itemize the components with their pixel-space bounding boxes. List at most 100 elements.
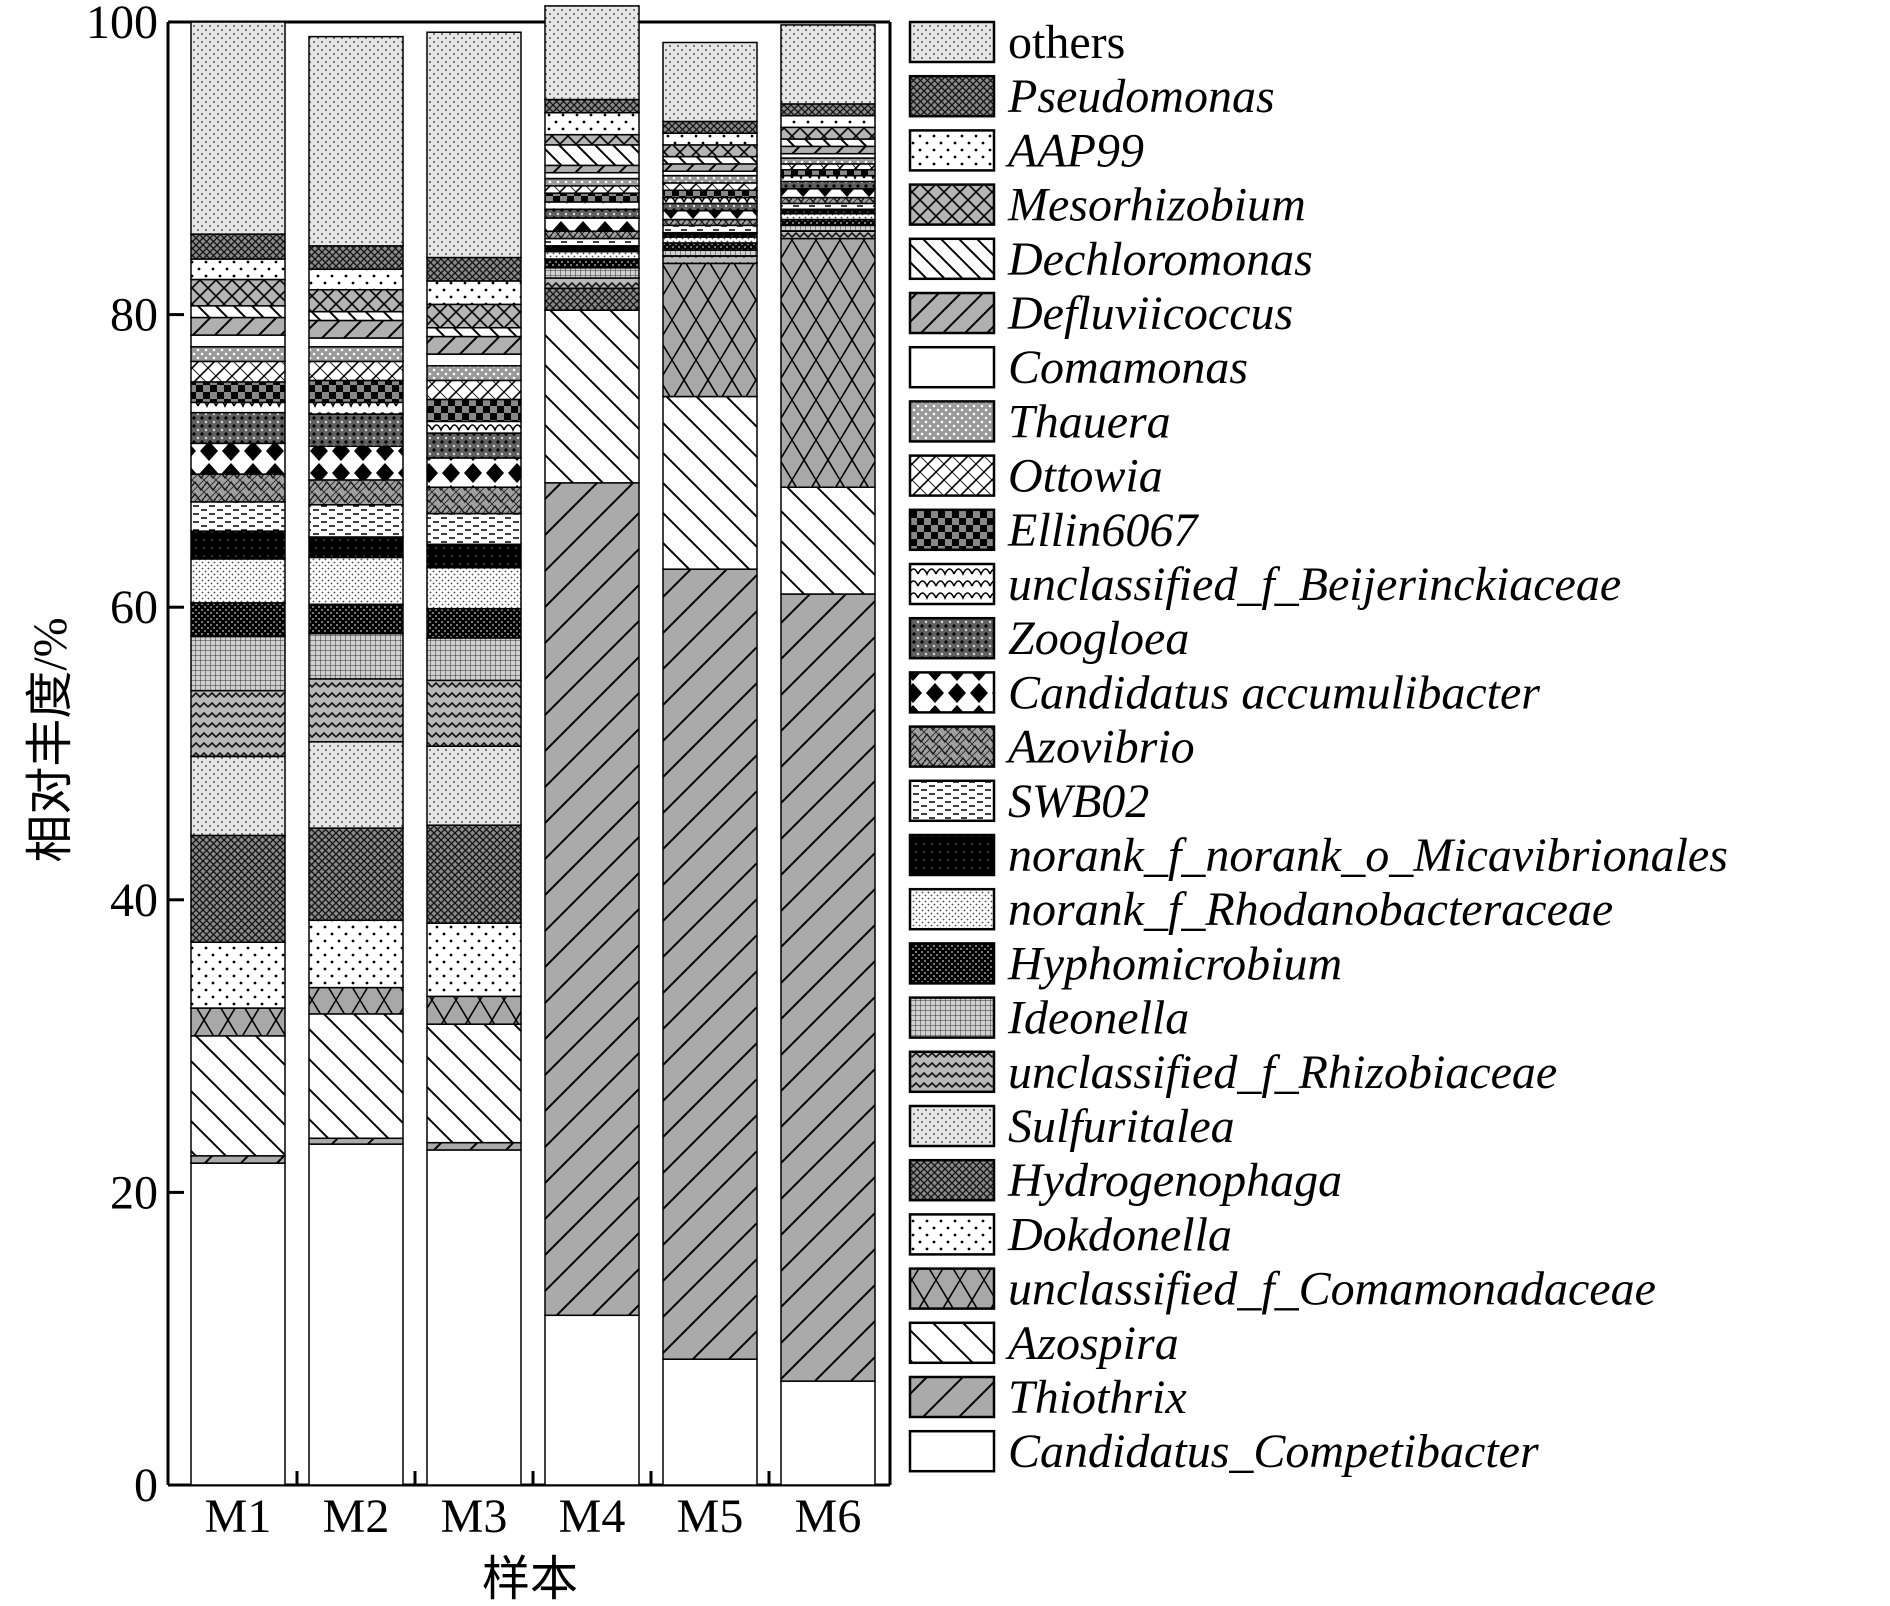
legend-label: unclassified_f_Rhizobiaceae xyxy=(1008,1046,1557,1099)
bar-segment xyxy=(308,445,404,481)
bar-segment xyxy=(426,280,522,306)
bar-segment xyxy=(426,566,522,610)
bar-segment xyxy=(190,258,286,281)
legend-item: unclassified_f_Beijerinckiaceae xyxy=(908,558,1621,611)
bar-segment xyxy=(190,558,286,604)
x-tick-label: M1 xyxy=(205,1490,272,1543)
bar-segment xyxy=(426,303,522,329)
bar-segment xyxy=(190,233,286,260)
bar-segment xyxy=(544,482,640,1317)
legend-label: Thiothrix xyxy=(1008,1371,1187,1424)
bar-segment xyxy=(426,824,522,924)
legend-label: Dechloromonas xyxy=(1007,233,1313,286)
bar-segment xyxy=(780,237,876,488)
y-axis-ticks: 0 20 40 60 80 100 xyxy=(86,0,184,1512)
bar-stack-m3 xyxy=(426,31,522,1486)
legend-label: norank_f_norank_o_Micavibrionales xyxy=(1008,829,1728,882)
y-tick-label: 100 xyxy=(86,0,158,49)
legend-item: Dokdonella xyxy=(908,1208,1232,1261)
y-tick-label: 40 xyxy=(110,874,158,927)
bar-segment xyxy=(190,473,286,503)
bar-segment xyxy=(544,267,640,279)
bar-segment xyxy=(662,395,758,570)
bar-segment xyxy=(426,335,522,355)
bar-segment xyxy=(662,568,758,1360)
legend-swatch xyxy=(908,1267,996,1310)
bar-segment xyxy=(190,689,286,758)
bar-segment xyxy=(426,543,522,569)
bar-segment xyxy=(190,1035,286,1157)
bar-segment xyxy=(190,1007,286,1037)
bar-segment xyxy=(426,1023,522,1144)
bar-segment xyxy=(308,556,404,606)
legend-label: Candidatus_Competibacter xyxy=(1008,1425,1539,1478)
bar-segment xyxy=(544,111,640,136)
bar-segment xyxy=(308,479,404,506)
bar-segment xyxy=(662,255,758,265)
bar-segment xyxy=(662,196,758,205)
legend: othersPseudomonasAAP99MesorhizobiumDechl… xyxy=(908,16,1728,1478)
bar-segment xyxy=(662,120,758,134)
bar-segment xyxy=(662,224,758,234)
bar-segment xyxy=(190,360,286,383)
bar-segment xyxy=(426,256,522,282)
bar-segment xyxy=(544,245,640,253)
legend-label: Ideonella xyxy=(1007,992,1189,1045)
bar-segment xyxy=(780,24,876,105)
legend-item: Dechloromonas xyxy=(908,233,1313,286)
bar-segment xyxy=(662,144,758,158)
bar-segment xyxy=(780,163,876,171)
legend-swatch xyxy=(908,20,996,64)
bar-segment xyxy=(308,632,404,680)
legend-item: Hyphomicrobium xyxy=(908,937,1342,990)
legend-label: Hydrogenophaga xyxy=(1007,1154,1342,1207)
bar-segment xyxy=(308,504,404,538)
bar-segment xyxy=(190,442,286,475)
bar-segment xyxy=(780,224,876,232)
legend-swatch xyxy=(908,1321,996,1365)
legend-label: Thauera xyxy=(1008,395,1171,448)
bar-segment xyxy=(544,98,640,114)
bar-segment xyxy=(308,1013,404,1140)
bar-stack-m6 xyxy=(780,24,876,1486)
x-tick-label: M2 xyxy=(323,1490,390,1543)
y-tick-label: 60 xyxy=(110,581,158,634)
bar-segment xyxy=(190,755,286,837)
legend-label: Pseudomonas xyxy=(1007,70,1275,123)
bar-segment xyxy=(780,145,876,155)
bar-segment xyxy=(426,1141,522,1151)
bar-segment xyxy=(190,21,286,235)
bar-segment xyxy=(308,245,404,270)
bar-stack-m5 xyxy=(662,41,758,1486)
legend-swatch xyxy=(908,291,996,335)
x-tick-label: M3 xyxy=(441,1490,508,1543)
bar-stack-m1 xyxy=(190,21,286,1486)
y-tick-label: 20 xyxy=(110,1166,158,1219)
bar-segment xyxy=(426,457,522,488)
legend-swatch xyxy=(908,833,996,877)
bar-segment xyxy=(308,827,404,922)
bar-segment xyxy=(426,365,522,382)
bar-segment xyxy=(780,486,876,595)
bar-segment xyxy=(190,834,286,943)
bar-segment xyxy=(308,360,404,382)
legend-swatch xyxy=(908,1158,996,1202)
bar-segment xyxy=(780,196,876,205)
bar-segment xyxy=(308,346,404,363)
bar-segment xyxy=(308,986,404,1015)
bar-segment xyxy=(662,249,758,257)
bar-segment xyxy=(308,401,404,415)
bar-segment xyxy=(544,309,640,484)
bar-segment xyxy=(544,217,640,232)
bar-stack-m4 xyxy=(544,5,640,1486)
x-tick-label: M4 xyxy=(559,1490,626,1543)
bar-segment xyxy=(544,133,640,146)
legend-item: Candidatus accumulibacter xyxy=(908,666,1540,719)
bar-segment xyxy=(780,218,876,227)
bar-segment xyxy=(308,337,404,348)
legend-label: Hyphomicrobium xyxy=(1007,937,1342,990)
bar-segment xyxy=(662,242,758,251)
bar-segment xyxy=(544,230,640,240)
legend-swatch xyxy=(908,779,996,823)
